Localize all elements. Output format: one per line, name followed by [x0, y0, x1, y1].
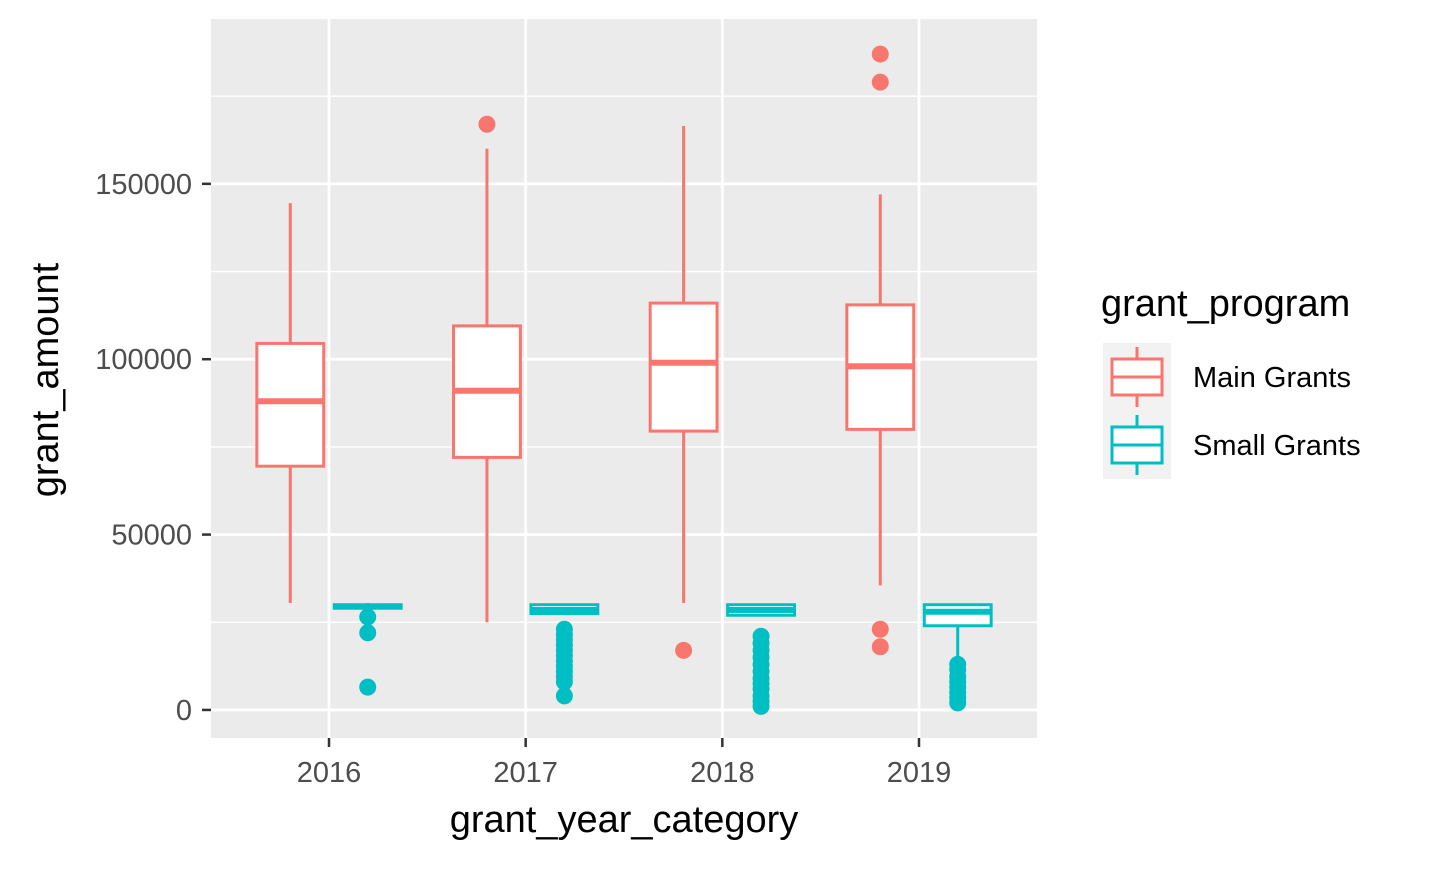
- y-tick-label: 0: [176, 695, 192, 727]
- box-small-grants-2019: [922, 603, 993, 712]
- box-body: [255, 341, 326, 468]
- box-main-grants-2019: [845, 45, 916, 656]
- outlier-point: [359, 608, 377, 626]
- y-tick-label: 100000: [95, 344, 192, 376]
- x-axis: 2016 2017 2018 2019: [297, 738, 952, 789]
- x-tick-label: 2019: [887, 757, 952, 789]
- box-layer: [255, 45, 993, 715]
- outlier-point: [871, 73, 889, 91]
- outlier-point: [871, 620, 889, 638]
- legend-item: Main Grants: [1103, 343, 1351, 411]
- box-small-grants-2016: [332, 602, 403, 696]
- x-tick-label: 2018: [690, 757, 755, 789]
- outlier-point: [359, 624, 377, 642]
- box-main-grants-2017: [452, 115, 522, 623]
- legend-label: Small Grants: [1193, 430, 1361, 462]
- outlier-point: [871, 638, 889, 656]
- legend: grant_program Main Grants Small Grants: [1101, 283, 1361, 479]
- legend-label: Main Grants: [1193, 362, 1351, 394]
- outlier-point: [752, 627, 770, 645]
- x-tick-label: 2017: [493, 757, 558, 789]
- outlier-point: [359, 678, 377, 696]
- x-tick-label: 2016: [297, 757, 362, 789]
- minor-gridlines: [211, 95, 1037, 623]
- outlier-point: [478, 115, 496, 133]
- box-body: [922, 603, 993, 628]
- box-main-grants-2018: [648, 125, 719, 659]
- outlier-point: [555, 620, 573, 638]
- y-axis-title: grant_amount: [25, 262, 67, 497]
- legend-title: grant_program: [1101, 283, 1350, 325]
- x-axis-title: grant_year_category: [450, 799, 799, 841]
- y-axis: 0 50000 100000 150000: [95, 169, 211, 727]
- y-tick-label: 50000: [111, 520, 192, 552]
- outlier-point: [675, 641, 693, 659]
- box-small-grants-2018: [726, 603, 796, 715]
- box-main-grants-2016: [255, 203, 326, 603]
- y-tick-label: 150000: [95, 169, 192, 201]
- outlier-point: [949, 655, 967, 673]
- outlier-point: [555, 687, 573, 705]
- box-small-grants-2017: [529, 603, 600, 705]
- legend-item: Small Grants: [1103, 411, 1361, 479]
- outlier-point: [871, 45, 889, 63]
- box-body: [648, 301, 719, 433]
